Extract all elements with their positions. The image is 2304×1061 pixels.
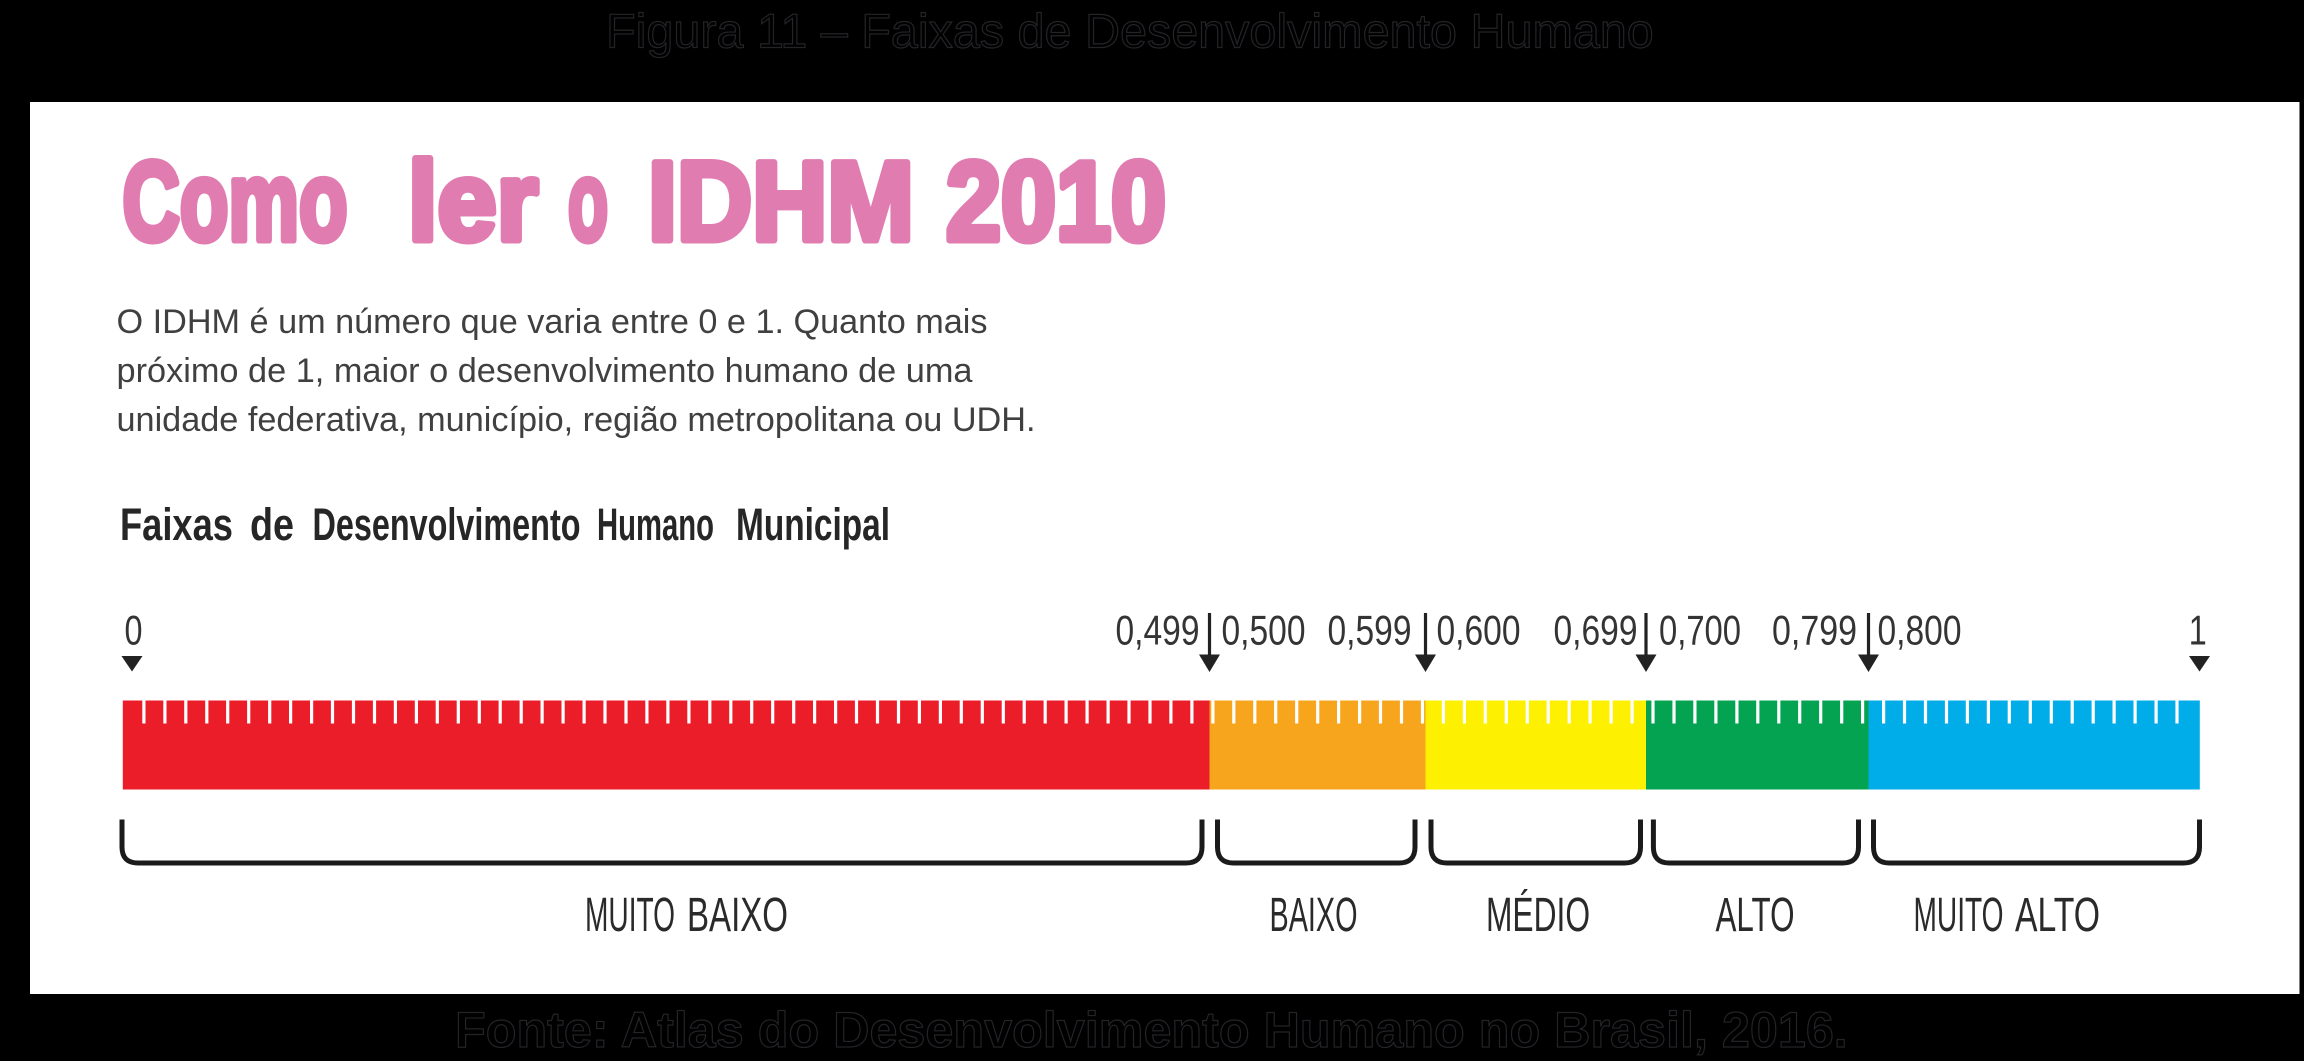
svg-text:0,700: 0,700 <box>1659 607 1741 654</box>
svg-text:0,500: 0,500 <box>1222 607 1306 654</box>
svg-text:Como: Como <box>123 139 348 264</box>
svg-text:Humano: Humano <box>597 499 714 550</box>
svg-text:2010: 2010 <box>946 139 1166 264</box>
svg-text:Figura 11 – Faixas de Desenvol: Figura 11 – Faixas de Desenvolvimento Hu… <box>606 5 1654 59</box>
svg-text:MÉDIO: MÉDIO <box>1486 889 1590 942</box>
svg-text:1: 1 <box>2189 607 2207 654</box>
svg-text:IDHM: IDHM <box>648 139 914 264</box>
svg-text:0,800: 0,800 <box>1878 607 1962 654</box>
svg-text:BAIXO: BAIXO <box>687 889 788 942</box>
svg-text:de: de <box>250 499 294 550</box>
svg-text:MUITO: MUITO <box>585 889 675 942</box>
svg-text:Desenvolvimento: Desenvolvimento <box>313 499 581 550</box>
svg-text:0,799: 0,799 <box>1772 607 1857 654</box>
svg-text:ALTO: ALTO <box>2015 889 2100 942</box>
svg-text:MUITO: MUITO <box>1914 889 2004 942</box>
svg-text:próximo de 1, maior o desenvol: próximo de 1, maior o desenvolvimento hu… <box>117 352 973 390</box>
svg-text:BAIXO: BAIXO <box>1270 889 1358 942</box>
svg-text:ALTO: ALTO <box>1716 889 1795 942</box>
svg-text:0,599: 0,599 <box>1328 607 1412 654</box>
svg-text:0: 0 <box>125 607 143 654</box>
svg-text:O IDHM é um número que varia e: O IDHM é um número que varia entre 0 e 1… <box>117 303 988 341</box>
svg-text:0,600: 0,600 <box>1437 607 1521 654</box>
svg-text:Municipal: Municipal <box>736 499 890 550</box>
svg-text:0,499: 0,499 <box>1116 607 1200 654</box>
svg-text:Faixas: Faixas <box>120 499 233 550</box>
svg-text:unidade federativa, município,: unidade federativa, município, região me… <box>117 401 1036 439</box>
svg-text:0,699: 0,699 <box>1554 607 1638 654</box>
svg-text:ler: ler <box>408 139 538 264</box>
svg-text:o: o <box>568 139 608 264</box>
svg-text:Fonte: Atlas do Desenvolviment: Fonte: Atlas do Desenvolvimento Humano n… <box>455 1001 1848 1058</box>
